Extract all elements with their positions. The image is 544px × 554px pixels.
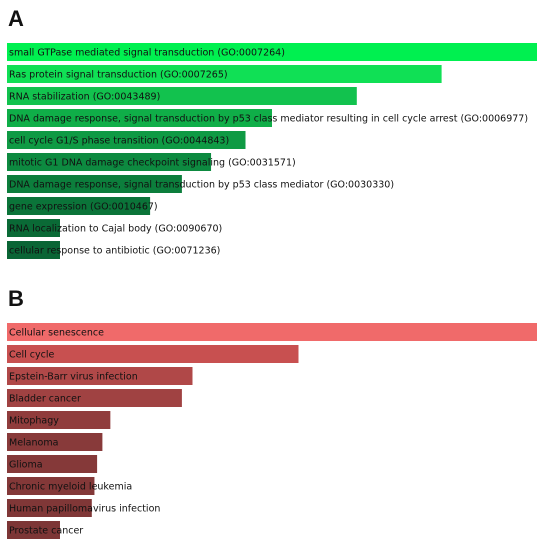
bar	[7, 345, 299, 363]
bar-label: small GTPase mediated signal transductio…	[9, 48, 285, 59]
bar	[7, 521, 60, 539]
bar-label: Glioma	[9, 460, 43, 471]
bar	[7, 411, 111, 429]
bar-label: Chronic myeloid leukemia	[9, 482, 132, 493]
bar	[7, 433, 103, 451]
bar-label: gene expression (GO:0010467)	[9, 202, 158, 213]
bar-label: Melanoma	[9, 438, 58, 449]
panel-label: A	[8, 6, 24, 31]
bar	[7, 323, 537, 341]
bar	[7, 87, 357, 105]
bar	[7, 389, 182, 407]
bar-label: DNA damage response, signal transduction…	[9, 114, 528, 125]
bar-label: Epstein-Barr virus infection	[9, 372, 138, 383]
bar-label: DNA damage response, signal transduction…	[9, 180, 394, 191]
bar	[7, 241, 60, 259]
bar-label: cell cycle G1/S phase transition (GO:004…	[9, 136, 229, 147]
bar	[7, 367, 193, 385]
panel-label: B	[8, 286, 24, 311]
bar-label: Cell cycle	[9, 350, 54, 361]
bar-label: Cellular senescence	[9, 328, 104, 339]
bar-label: Human papillomavirus infection	[9, 504, 160, 515]
bar	[7, 175, 182, 193]
bar	[7, 455, 98, 473]
bar	[7, 197, 151, 215]
bar	[7, 499, 92, 517]
bar	[7, 477, 95, 495]
bar	[7, 109, 272, 127]
bar-label: RNA stabilization (GO:0043489)	[9, 92, 160, 103]
bar	[7, 219, 60, 237]
bar-label: cellular response to antibiotic (GO:0071…	[9, 246, 220, 257]
bar-label: RNA localization to Cajal body (GO:00906…	[9, 224, 222, 235]
bar	[7, 131, 246, 149]
bar-label: Bladder cancer	[9, 394, 81, 405]
bar-label: Prostate cancer	[9, 526, 83, 537]
bar-label: mitotic G1 DNA damage checkpoint signali…	[9, 158, 296, 169]
bar	[7, 65, 442, 83]
bar-label: Mitophagy	[9, 416, 59, 427]
bar-label: Ras protein signal transduction (GO:0007…	[9, 70, 228, 81]
bar	[7, 43, 537, 61]
bar	[7, 153, 212, 171]
